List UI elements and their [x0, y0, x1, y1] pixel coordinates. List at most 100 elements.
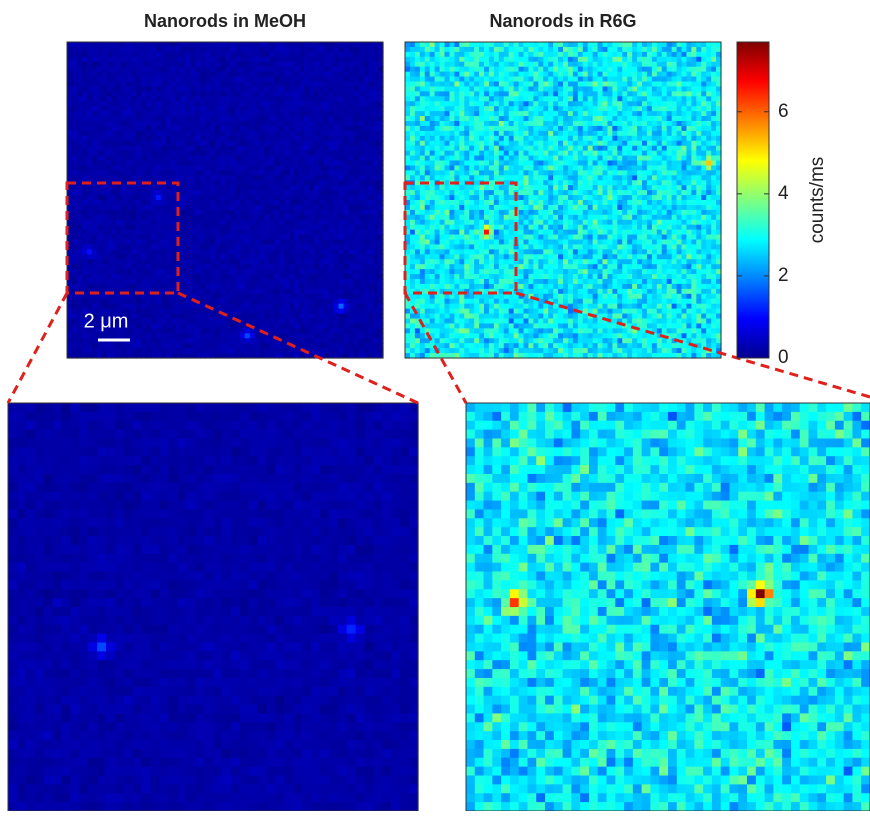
pixel [289, 205, 295, 211]
pixel [329, 319, 335, 325]
pixel [250, 141, 256, 147]
pixel [284, 96, 290, 102]
pixel [415, 82, 421, 88]
pixel [250, 91, 256, 97]
pixel [166, 259, 172, 265]
pixel [260, 348, 266, 354]
pixel [304, 235, 310, 241]
pixel [210, 328, 216, 334]
pixel [260, 309, 266, 315]
pixel [304, 244, 310, 250]
pixel [87, 156, 93, 162]
pixel [314, 161, 320, 167]
pixel [77, 343, 83, 349]
pixel [186, 161, 192, 167]
pixel [289, 136, 295, 142]
pixel [220, 289, 226, 295]
pixel [528, 67, 534, 73]
pixel [304, 210, 310, 216]
pixel [667, 82, 673, 88]
pixel [319, 304, 325, 310]
pixel [353, 141, 359, 147]
pixel [344, 180, 350, 186]
pixel [87, 146, 93, 152]
pixel [190, 289, 196, 295]
pixel [255, 274, 261, 280]
pixel [304, 52, 310, 58]
pixel [269, 82, 275, 88]
pixel [353, 210, 359, 216]
pixel [151, 175, 157, 181]
pixel [284, 244, 290, 250]
pixel [319, 72, 325, 78]
pixel [136, 165, 142, 171]
pixel [220, 264, 226, 270]
pixel [240, 279, 246, 285]
pixel [92, 101, 98, 107]
pixel [190, 274, 196, 280]
pixel [245, 77, 251, 83]
pixel [181, 244, 187, 250]
pixel [225, 319, 231, 325]
pixel [225, 146, 231, 152]
pixel [667, 57, 673, 63]
pixel [514, 62, 520, 68]
pixel [314, 101, 320, 107]
pixel [230, 146, 236, 152]
pixel [97, 190, 103, 196]
pixel [250, 314, 256, 320]
pixel [225, 161, 231, 167]
pixel [583, 67, 589, 73]
pixel [72, 259, 78, 265]
pixel [294, 205, 300, 211]
pixel [314, 220, 320, 226]
pixel [358, 126, 364, 132]
pixel [701, 42, 707, 48]
pixel [260, 146, 266, 152]
pixel [284, 240, 290, 246]
pixel [92, 136, 98, 142]
pixel [72, 111, 78, 117]
pixel [334, 200, 340, 206]
pixel [524, 67, 530, 73]
pixel [171, 274, 177, 280]
pixel [166, 230, 172, 236]
pixel [87, 338, 93, 344]
pixel [440, 47, 446, 53]
pixel [87, 259, 93, 265]
pixel [329, 146, 335, 152]
pixel [279, 299, 285, 305]
pixel [67, 309, 73, 315]
pixel [171, 348, 177, 354]
pixel [250, 82, 256, 88]
pixel [344, 146, 350, 152]
pixel [166, 343, 172, 349]
pixel [146, 269, 152, 275]
pixel [230, 111, 236, 117]
pixel [299, 319, 305, 325]
pixel [474, 52, 480, 58]
pixel [353, 42, 359, 48]
pixel [363, 101, 369, 107]
pixel [459, 67, 465, 73]
pixel [82, 279, 88, 285]
pixel [607, 77, 613, 83]
pixel [464, 82, 470, 88]
pixel [67, 131, 73, 137]
pixel [514, 106, 520, 112]
pixel [205, 67, 211, 73]
pixel [314, 254, 320, 260]
pixel [195, 328, 201, 334]
pixel [334, 170, 340, 176]
pixel [299, 165, 305, 171]
pixel [190, 210, 196, 216]
pixel [329, 156, 335, 162]
pixel [329, 126, 335, 132]
pixel [72, 309, 78, 315]
pixel [200, 205, 206, 211]
pixel [652, 91, 658, 97]
pixel [255, 240, 261, 246]
pixel [304, 82, 310, 88]
pixel [116, 284, 122, 290]
pixel [141, 86, 147, 92]
